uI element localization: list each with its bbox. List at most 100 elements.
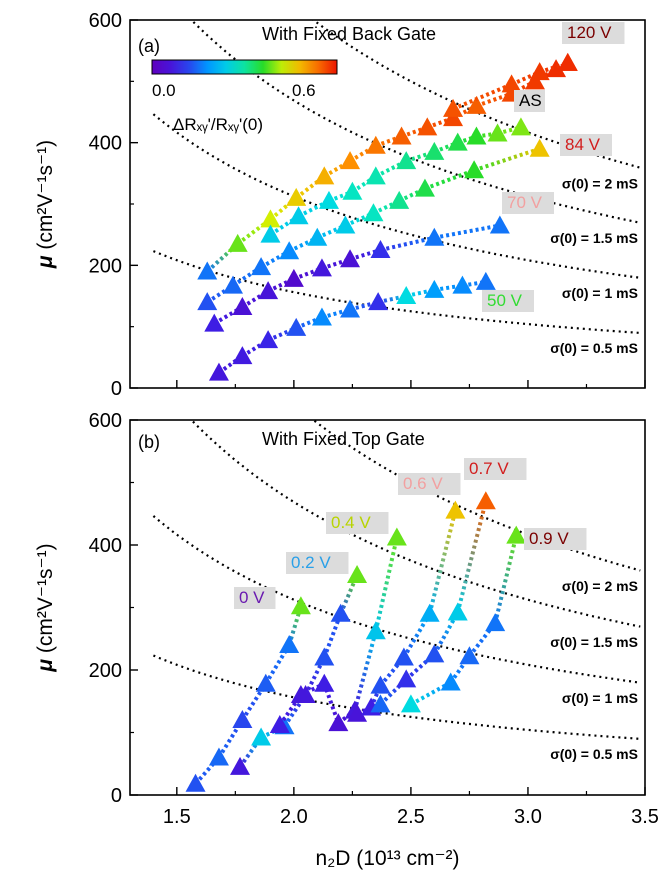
data-point-triangle bbox=[396, 286, 417, 304]
data-point-triangle bbox=[314, 166, 335, 185]
sigma-contour-line bbox=[152, 113, 641, 279]
colorbar-max-label: 0.6 bbox=[292, 81, 316, 100]
data-point-triangle bbox=[466, 126, 487, 145]
data-point-triangle bbox=[204, 313, 225, 332]
data-series bbox=[269, 527, 407, 733]
plot-area bbox=[152, 420, 641, 792]
y-tick-label: 400 bbox=[89, 133, 122, 155]
data-point-triangle bbox=[260, 209, 281, 228]
data-point-triangle bbox=[307, 227, 328, 246]
label-background bbox=[464, 458, 527, 480]
series-annotation: 0.9 V bbox=[529, 529, 569, 548]
data-point-triangle bbox=[197, 292, 218, 311]
sigma-contour-line bbox=[152, 654, 641, 740]
x-tick-label: 2.5 bbox=[397, 806, 425, 828]
label-background bbox=[514, 90, 545, 112]
colorbar-min-label: 0.0 bbox=[152, 81, 176, 100]
data-point-triangle bbox=[314, 673, 335, 692]
data-point-triangle bbox=[424, 141, 445, 160]
data-series bbox=[197, 52, 578, 280]
series-segment bbox=[405, 287, 435, 298]
data-point-triangle bbox=[258, 330, 279, 349]
data-point-triangle bbox=[396, 151, 417, 170]
data-point-triangle bbox=[208, 747, 229, 766]
series-segment bbox=[433, 223, 501, 240]
x-axis-label: n₂D (10¹³ cm⁻²) bbox=[315, 847, 459, 870]
data-point-triangle bbox=[459, 646, 480, 665]
series-annotation: 0.6 V bbox=[403, 474, 443, 493]
data-point-triangle bbox=[447, 132, 468, 151]
y-tick-label: 600 bbox=[89, 410, 122, 432]
data-point-triangle bbox=[330, 603, 351, 622]
data-point-triangle bbox=[370, 694, 391, 713]
label-background bbox=[502, 192, 554, 214]
panel-title-a: With Fixed Back Gate bbox=[262, 24, 436, 44]
data-point-triangle bbox=[386, 527, 407, 546]
series-segment bbox=[455, 500, 488, 613]
data-point-triangle bbox=[290, 685, 311, 703]
data-series bbox=[347, 500, 466, 722]
series-segment bbox=[295, 315, 323, 330]
sigma-contour-label: σ(0) = 2 mS bbox=[562, 175, 638, 191]
sigma-contour-label: σ(0) = 1 mS bbox=[562, 285, 638, 301]
panel-label-b: (b) bbox=[138, 432, 160, 452]
data-series bbox=[443, 52, 578, 117]
data-point-triangle bbox=[342, 181, 363, 200]
y-tick-label: 0 bbox=[111, 785, 122, 807]
series-annotation: 0.2 V bbox=[291, 553, 331, 572]
series-segment bbox=[351, 174, 377, 194]
data-point-triangle bbox=[185, 773, 206, 792]
series-segment bbox=[267, 277, 295, 293]
data-point-triangle bbox=[452, 275, 473, 294]
data-point-triangle bbox=[524, 71, 545, 90]
data-point-triangle bbox=[232, 346, 253, 365]
x-tick-label: 1.5 bbox=[163, 806, 191, 828]
sigma-contour-label: σ(0) = 0.5 mS bbox=[550, 340, 638, 356]
sigma-contour-label: σ(0) = 1.5 mS bbox=[550, 230, 638, 246]
x-tick-label: 3.5 bbox=[631, 806, 659, 828]
data-point-triangle bbox=[417, 117, 438, 136]
series-segment bbox=[452, 104, 478, 120]
series-segment bbox=[205, 242, 240, 273]
data-point-triangle bbox=[335, 215, 356, 234]
data-point-triangle bbox=[475, 491, 496, 510]
data-point-triangle bbox=[232, 297, 253, 316]
series-annotation: 0.7 V bbox=[469, 459, 509, 478]
sigma-contour-line bbox=[152, 515, 641, 684]
data-point-triangle bbox=[365, 166, 386, 185]
data-point-triangle bbox=[419, 603, 440, 622]
data-point-triangle bbox=[318, 190, 339, 209]
data-point-triangle bbox=[347, 565, 368, 583]
series-segment bbox=[338, 574, 359, 615]
data-point-triangle bbox=[251, 257, 272, 276]
data-point-triangle bbox=[340, 151, 361, 170]
data-point-triangle bbox=[396, 669, 417, 688]
sigma-contour-line bbox=[152, 250, 641, 334]
sigma-contour-label: σ(0) = 1.5 mS bbox=[550, 634, 638, 650]
series-segment bbox=[467, 621, 497, 658]
y-tick-label: 0 bbox=[111, 378, 122, 400]
data-point-triangle bbox=[443, 108, 464, 127]
data-point-triangle bbox=[290, 596, 311, 615]
panel-b: 0 200 400 600 1.5 2.0 2.5 3.0 3.5 μ (cm²V⁻¹s⁻¹) n₂… bbox=[34, 410, 659, 870]
data-point-triangle bbox=[363, 203, 384, 222]
label-background bbox=[286, 552, 349, 574]
series-segment bbox=[473, 146, 541, 173]
data-point-triangle bbox=[230, 756, 251, 775]
data-point-triangle bbox=[485, 613, 506, 632]
series-segment bbox=[426, 116, 454, 130]
panel-title-b: With Fixed Top Gate bbox=[262, 429, 425, 449]
data-series bbox=[197, 138, 550, 311]
label-background bbox=[482, 290, 534, 312]
series-annotation: AS bbox=[519, 91, 542, 110]
plot-frame bbox=[129, 19, 646, 389]
label-background bbox=[524, 528, 587, 550]
series-segment bbox=[510, 79, 536, 96]
label-background bbox=[326, 512, 389, 534]
sigma-contour-line bbox=[189, 20, 641, 224]
plot-frame bbox=[129, 419, 646, 796]
label-background bbox=[560, 134, 612, 156]
series-segment bbox=[240, 682, 268, 722]
data-point-triangle bbox=[328, 713, 349, 732]
panel-a: 0 200 400 600 μ (cm²V⁻¹s⁻¹) σ(0) = 2 mS σ(0) =… bbox=[34, 10, 646, 400]
